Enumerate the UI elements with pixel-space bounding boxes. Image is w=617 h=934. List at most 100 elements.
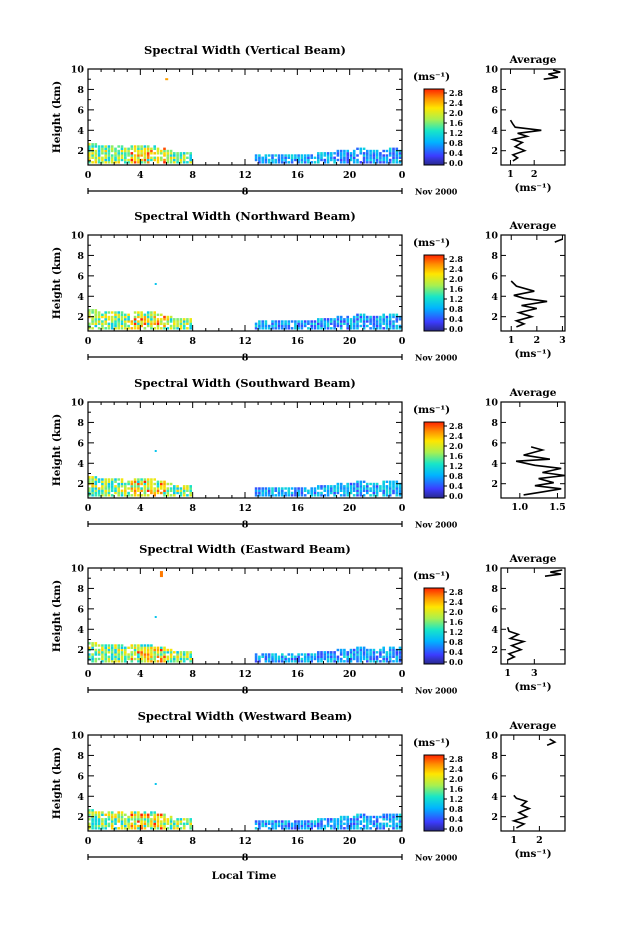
heatmap-cell: [101, 660, 104, 663]
heatmap-cell: [114, 161, 117, 164]
heatmap-cell: [117, 327, 120, 330]
heatmap-cell: [166, 494, 170, 497]
heatmap-cell: [346, 156, 349, 159]
heatmap-cell: [189, 820, 192, 823]
heatmap-cell: [101, 491, 104, 495]
heatmap-cell: [258, 657, 261, 661]
colorbar-tick-label: 0.4: [449, 314, 463, 324]
heatmap-cell: [101, 478, 104, 481]
heatmap-cell: [107, 485, 111, 488]
heatmap-cell: [395, 655, 399, 658]
heatmap-cell: [333, 324, 336, 328]
heatmap-cell: [346, 660, 349, 663]
heatmap-cell: [110, 154, 114, 157]
heatmap-cell: [120, 494, 124, 497]
heatmap-cell: [287, 824, 291, 828]
heatmap-cell: [349, 820, 353, 823]
heatmap-cell: [336, 660, 340, 663]
heatmap-cell: [114, 315, 117, 319]
heatmap-cell: [372, 320, 376, 323]
heatmap-cell: [150, 158, 153, 162]
heatmap-cell: [114, 646, 117, 649]
colorbar-tick-label: 2.8: [449, 754, 463, 764]
heatmap-cell: [346, 318, 349, 321]
heatmap-cell: [317, 485, 320, 488]
heatmap-cell: [154, 616, 157, 618]
heatmap-cell: [261, 653, 264, 656]
heatmap-cell: [267, 827, 271, 830]
heatmap-cell: [323, 657, 327, 661]
heatmap-cell: [317, 657, 320, 661]
heatmap-cell: [91, 644, 94, 647]
heatmap-cell: [182, 156, 186, 159]
heatmap-cell: [317, 653, 320, 656]
heatmap-cell: [382, 818, 385, 821]
heatmap-cell: [156, 318, 160, 321]
heatmap-cell: [277, 491, 281, 495]
heatmap-cell: [366, 822, 369, 825]
heatmap-cell: [366, 152, 369, 155]
heatmap-cell: [356, 824, 359, 828]
heatmap-cell: [323, 327, 327, 330]
heatmap-cell: [127, 480, 130, 483]
heatmap-cell: [303, 827, 307, 830]
heatmap-cell: [375, 827, 379, 830]
heatmap-cell: [143, 158, 147, 162]
heatmap-cell: [333, 827, 336, 830]
heatmap-cell: [258, 660, 261, 663]
heatmap-cell: [114, 813, 117, 816]
heatmap-cell: [395, 653, 399, 656]
heatmap-cell: [120, 152, 124, 155]
heatmap-cell: [366, 318, 369, 321]
heatmap-cell: [359, 648, 363, 652]
heatmap-cell: [169, 315, 173, 319]
heatmap-cell: [372, 152, 376, 155]
heatmap-cell: [127, 487, 130, 490]
colorbar-tick-label: 2.0: [449, 607, 463, 617]
heatmap-cell: [379, 161, 382, 164]
heatmap-cell: [281, 491, 284, 495]
heatmap-cell: [133, 156, 137, 159]
heatmap-cell: [294, 322, 297, 325]
heatmap-cell: [281, 660, 284, 663]
heatmap-cell: [156, 815, 160, 819]
heatmap-cell: [140, 648, 143, 652]
heatmap-cell: [294, 827, 297, 830]
heatmap-cell: [372, 154, 376, 157]
heatmap-cell: [359, 320, 363, 323]
heatmap-cell: [182, 322, 186, 325]
heatmap-cell: [143, 653, 147, 656]
heatmap-cell: [398, 324, 402, 328]
heatmap-cell: [267, 324, 271, 328]
heatmap-cell: [156, 161, 160, 164]
heatmap-cell: [189, 322, 192, 325]
heatmap-cell: [352, 161, 356, 164]
heatmap-cell: [160, 327, 163, 330]
heatmap-cell: [366, 653, 369, 656]
heatmap-cell: [330, 318, 333, 321]
heatmap-cell: [150, 320, 153, 323]
heatmap-cell: [120, 156, 124, 159]
heatmap-cell: [349, 482, 353, 486]
heatmap-cell: [362, 152, 366, 155]
heatmap-cell: [182, 320, 186, 323]
heatmap-cell: [352, 494, 356, 497]
heatmap-cell: [388, 313, 392, 316]
heatmap-cell: [382, 482, 385, 486]
heatmap-cell: [130, 322, 134, 325]
heatmap-cell: [339, 322, 343, 325]
heatmap-cell: [117, 313, 120, 316]
heatmap-cell: [320, 327, 323, 330]
heatmap-cell: [169, 482, 173, 486]
heatmap-cell: [163, 815, 166, 819]
heatmap-cell: [366, 655, 369, 658]
heatmap-cell: [274, 655, 277, 658]
heatmap-cell: [176, 485, 179, 488]
heatmap-cell: [297, 494, 300, 497]
heatmap-cell: [277, 657, 281, 661]
heatmap-cell: [372, 324, 376, 328]
heatmap-cell: [182, 653, 186, 656]
colorbar-tick-label: 2.8: [449, 421, 463, 431]
heatmap-cell: [101, 644, 104, 647]
heatmap-cell: [97, 147, 101, 150]
